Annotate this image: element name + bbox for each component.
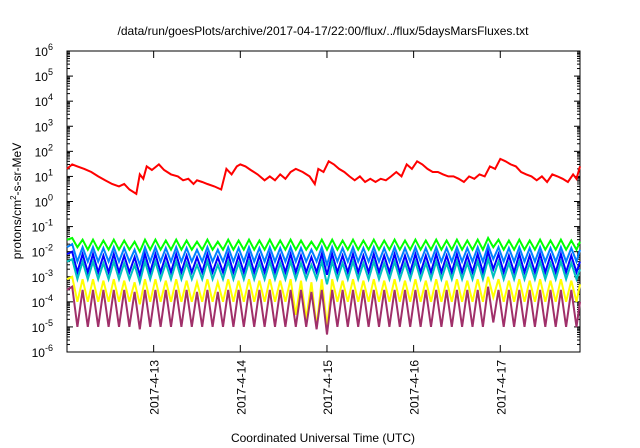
y-tick-exponent: 5 [48,67,53,77]
y-tick-mantissa: 10 [32,346,46,360]
series-line-3 [66,242,581,269]
series-line-5 [66,255,581,287]
y-tick-exponent: -2 [45,243,53,253]
y-tick-label: 102 [35,142,53,159]
y-tick-mantissa: 10 [32,321,46,335]
y-tick-label: 101 [35,167,53,184]
y-tick-mantissa: 10 [32,246,46,260]
y-tick-mantissa: 10 [35,70,49,84]
x-tick-label: 2017-4-17 [494,360,508,415]
series-group [66,157,581,335]
x-tick-label: 2017-4-15 [321,360,335,415]
y-axis-label-rest: -s-sr-MeV [10,143,24,196]
y-tick-exponent: 4 [48,92,53,102]
y-axis-label-base: protons/cm [10,200,24,259]
y-tick-label: 104 [35,92,53,109]
y-tick-label: 10-1 [32,218,53,235]
y-tick-exponent: 3 [48,117,53,127]
x-tick-label: 2017-4-13 [148,360,162,415]
y-tick-mantissa: 10 [35,95,49,109]
y-tick-label: 10-6 [32,343,53,360]
series-line-1 [66,157,581,196]
y-tick-label: 100 [35,193,53,210]
y-tick-label: 10-2 [32,243,53,260]
y-tick-mantissa: 10 [35,120,49,134]
y-tick-exponent: 2 [48,142,53,152]
series-line-4 [66,247,581,279]
y-axis-label-sup: 2 [9,195,18,200]
y-tick-label: 105 [35,67,53,84]
y-tick-mantissa: 10 [32,296,46,310]
x-tick-label: 2017-4-16 [408,360,422,415]
y-tick-exponent: -1 [45,218,53,228]
y-tick-mantissa: 10 [35,170,49,184]
x-tick-labels: 2017-4-13 2017-4-14 2017-4-15 2017-4-16 2017… [148,360,509,415]
chart-title: /data/run/goesPlots/archive/2017-04-17/2… [118,24,530,38]
y-tick-label: 10-4 [32,293,53,310]
x-tick-label: 2017-4-14 [234,360,248,415]
series-line-7 [66,285,581,335]
y-tick-exponent: 0 [48,193,53,203]
y-tick-exponent: -6 [45,343,53,353]
series-line-6 [66,275,581,328]
y-tick-labels: 10-610-510-410-310-210-11001011021031041… [32,42,53,360]
y-tick-exponent: 6 [48,42,53,52]
y-tick-exponent: -3 [45,268,53,278]
y-tick-exponent: -5 [45,318,53,328]
x-axis-label: Coordinated Universal Time (UTC) [231,431,415,445]
y-tick-label: 10-3 [32,268,53,285]
series-line-2 [66,235,581,255]
y-tick-mantissa: 10 [35,145,49,159]
y-axis-label: protons/cm2-s-sr-MeV [9,143,24,259]
y-tick-mantissa: 10 [35,196,49,210]
y-tick-exponent: -4 [45,293,53,303]
y-tick-mantissa: 10 [32,221,46,235]
y-tick-label: 103 [35,117,53,134]
y-tick-label: 10-5 [32,318,53,335]
y-tick-mantissa: 10 [32,271,46,285]
y-tick-mantissa: 10 [35,45,49,59]
y-tick-exponent: 1 [48,167,53,177]
y-tick-label: 106 [35,42,53,59]
